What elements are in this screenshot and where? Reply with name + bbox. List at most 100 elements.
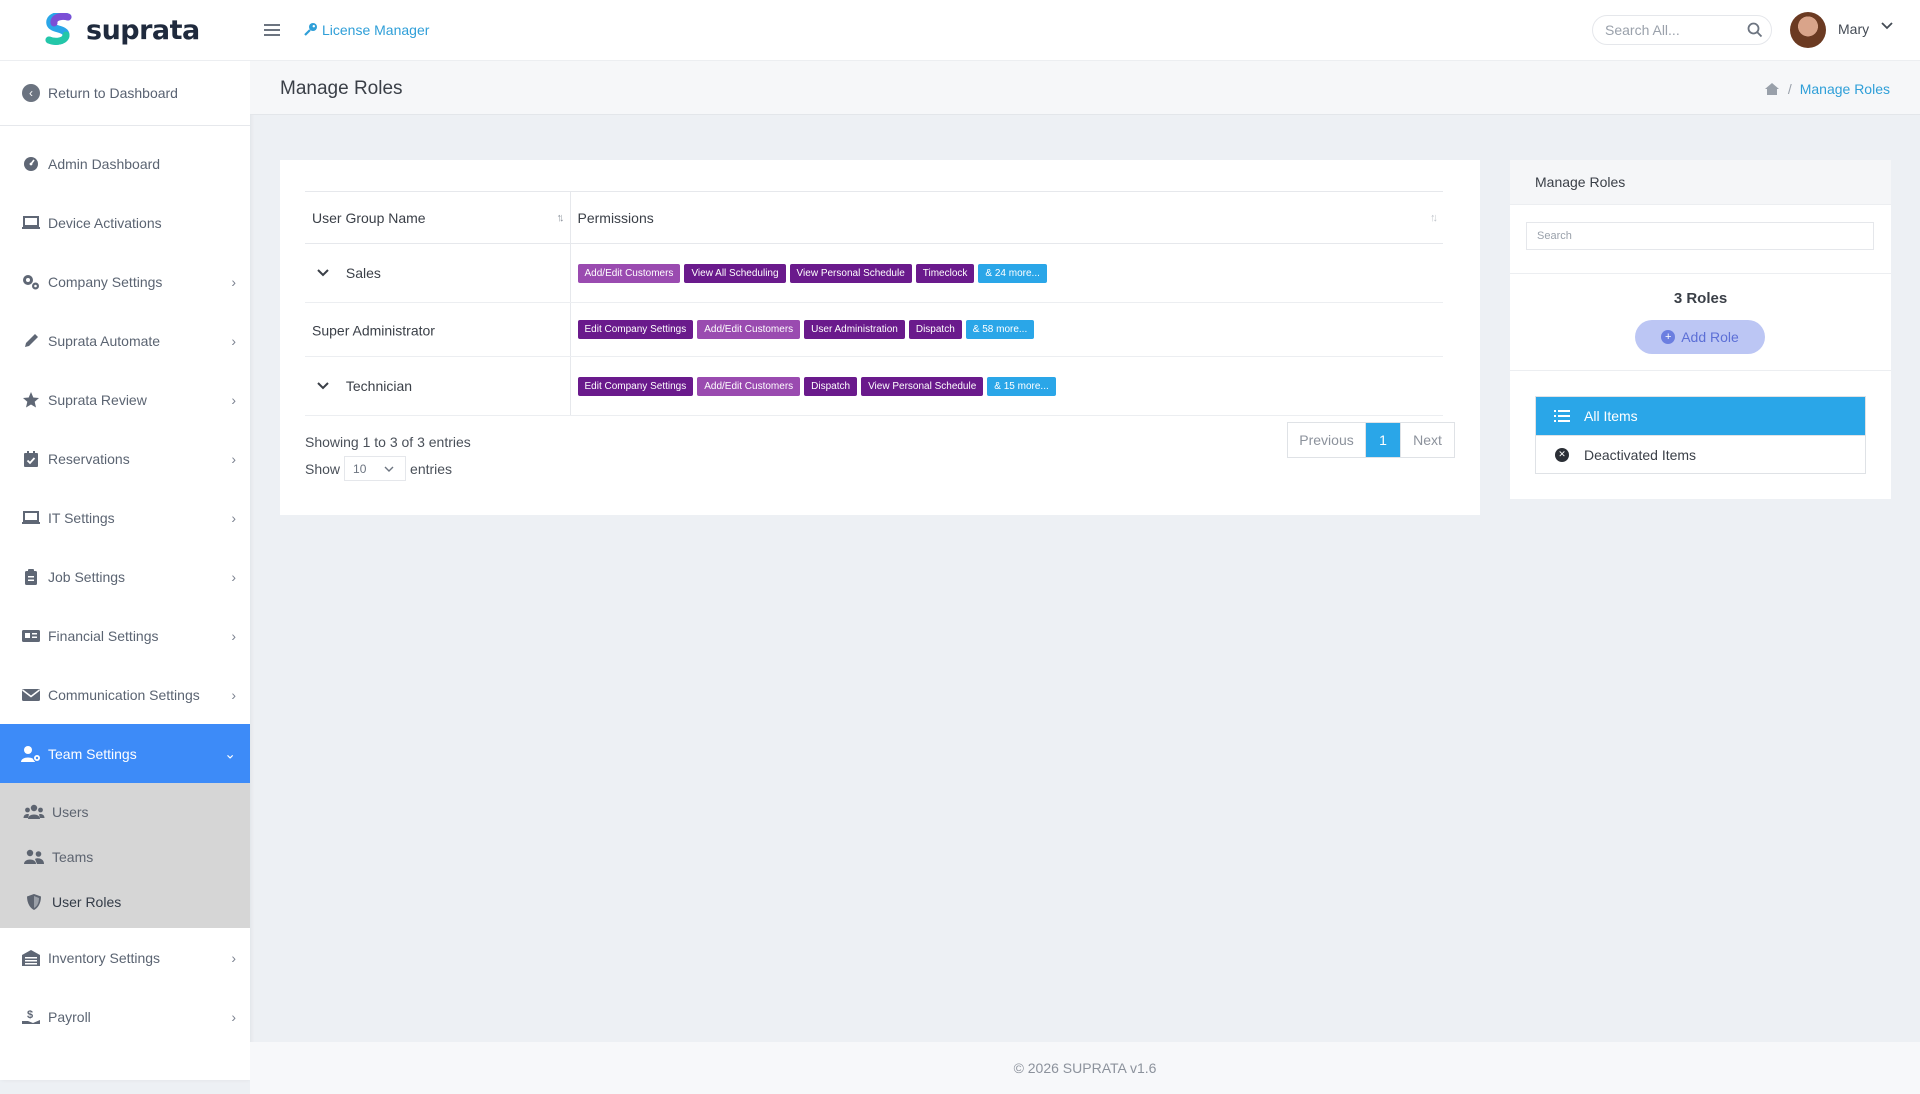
sidebar-subitem-label: User Roles <box>52 894 121 910</box>
permission-tag: Add/Edit Customers <box>697 320 800 339</box>
page-header: Manage Roles / Manage Roles <box>250 61 1920 115</box>
column-header-user-group-name[interactable]: User Group Name ↑↓ <box>305 192 570 244</box>
table-info: Showing 1 to 3 of 3 entries <box>305 434 471 450</box>
sidebar-item-team-settings[interactable]: Team Settings ⌄ <box>0 724 250 783</box>
sidebar-subitem-users[interactable]: Users <box>0 789 250 834</box>
role-name[interactable]: Super Administrator <box>312 322 435 338</box>
filter-label: All Items <box>1584 408 1638 424</box>
chevron-right-icon: › <box>231 333 236 349</box>
sidebar-item-payroll[interactable]: $ Payroll › <box>0 987 250 1046</box>
home-icon[interactable] <box>1764 82 1780 96</box>
pencil-icon <box>20 331 42 351</box>
filter-deactivated-items[interactable]: ✕ Deactivated Items <box>1536 435 1865 473</box>
expand-chevron-icon[interactable] <box>312 375 334 397</box>
sidebar-item-device-activations[interactable]: Device Activations <box>0 193 250 252</box>
filter-all-items[interactable]: All Items <box>1536 397 1865 435</box>
table-row[interactable]: Super Administrator Edit Company Setting… <box>305 303 1443 357</box>
sidebar-subitem-user-roles[interactable]: User Roles <box>0 879 250 924</box>
pagination: Previous 1 Next <box>1287 422 1455 458</box>
license-manager-link[interactable]: License Manager <box>304 22 429 39</box>
sidebar-item-suprata-review[interactable]: Suprata Review › <box>0 370 250 429</box>
chevron-right-icon: › <box>231 569 236 585</box>
sidebar-item-label: Financial Settings <box>48 628 159 644</box>
permission-tag: Add/Edit Customers <box>697 377 800 396</box>
sidebar-item-reservations[interactable]: Reservations › <box>0 429 250 488</box>
return-to-dashboard-link[interactable]: ‹ Return to Dashboard <box>0 61 250 126</box>
laptop-icon <box>20 213 42 233</box>
column-header-permissions[interactable]: Permissions ↑↓ <box>570 192 1443 244</box>
sidebar-item-label: Suprata Automate <box>48 333 160 349</box>
user-name[interactable]: Mary <box>1838 21 1869 37</box>
x-circle-icon: ✕ <box>1554 448 1570 462</box>
add-role-label: Add Role <box>1681 329 1739 345</box>
sidebar-subitem-label: Users <box>52 804 89 820</box>
menu-toggle-icon[interactable] <box>264 24 280 36</box>
permissions-cell: Edit Company Settings Add/Edit Customers… <box>570 357 1443 416</box>
table-row[interactable]: Technician Edit Company Settings Add/Edi… <box>305 357 1443 416</box>
sidebar-item-financial-settings[interactable]: Financial Settings › <box>0 606 250 665</box>
chevron-left-circle-icon: ‹ <box>22 84 40 102</box>
chevron-down-icon <box>383 463 395 475</box>
permission-tag: View Personal Schedule <box>861 377 983 396</box>
global-search-input[interactable]: Search All... <box>1592 15 1772 45</box>
search-icon[interactable] <box>1747 22 1763 38</box>
panel-search-placeholder: Search <box>1537 230 1572 242</box>
role-name[interactable]: Technician <box>346 378 412 394</box>
more-permissions-badge[interactable]: & 24 more... <box>978 264 1046 283</box>
sidebar-item-admin-dashboard[interactable]: Admin Dashboard <box>0 134 250 193</box>
logo[interactable]: suprata <box>0 0 250 61</box>
key-icon <box>304 22 318 39</box>
table-row[interactable]: Sales Add/Edit Customers View All Schedu… <box>305 244 1443 303</box>
roles-table: User Group Name ↑↓ Permissions ↑↓ Sales <box>305 191 1443 416</box>
plus-circle-icon: + <box>1661 330 1675 344</box>
sidebar-item-inventory-settings[interactable]: Inventory Settings › <box>0 928 250 987</box>
chevron-down-icon[interactable] <box>1880 18 1894 32</box>
sidebar-item-label: Reservations <box>48 451 130 467</box>
users-icon <box>22 804 46 820</box>
list-icon <box>1554 410 1570 422</box>
sidebar-item-label: Company Settings <box>48 274 162 290</box>
id-card-icon <box>20 626 42 646</box>
calendar-check-icon <box>20 449 42 469</box>
role-name[interactable]: Sales <box>346 265 381 281</box>
sidebar-item-suprata-automate[interactable]: Suprata Automate › <box>0 311 250 370</box>
page-title: Manage Roles <box>280 78 403 100</box>
entries-label: entries <box>410 461 452 477</box>
sidebar-subitem-teams[interactable]: Teams <box>0 834 250 879</box>
sidebar: suprata ‹ Return to Dashboard Admin Dash… <box>0 0 250 1080</box>
sort-icon[interactable]: ↑↓ <box>1430 212 1435 224</box>
expand-chevron-icon[interactable] <box>312 262 334 284</box>
star-icon <box>20 390 42 410</box>
pagination-previous-button[interactable]: Previous <box>1288 423 1366 457</box>
chevron-right-icon: › <box>231 392 236 408</box>
show-label: Show <box>305 461 340 477</box>
permissions-cell: Add/Edit Customers View All Scheduling V… <box>570 244 1443 303</box>
sidebar-item-it-settings[interactable]: IT Settings › <box>0 488 250 547</box>
permission-tag: Edit Company Settings <box>578 320 694 339</box>
sidebar-item-company-settings[interactable]: Company Settings › <box>0 252 250 311</box>
more-permissions-badge[interactable]: & 15 more... <box>987 377 1055 396</box>
breadcrumb-current: Manage Roles <box>1800 81 1890 97</box>
filter-list: All Items ✕ Deactivated Items <box>1535 396 1866 474</box>
chevron-right-icon: › <box>231 1009 236 1025</box>
avatar[interactable] <box>1790 12 1826 48</box>
divider <box>1510 370 1891 371</box>
suprata-logo-icon <box>44 13 74 47</box>
role-name-cell: Super Administrator <box>305 303 570 357</box>
sidebar-item-label: IT Settings <box>48 510 115 526</box>
hand-dollar-icon: $ <box>20 1007 42 1027</box>
pagination-next-button[interactable]: Next <box>1400 423 1454 457</box>
divider <box>1510 273 1891 274</box>
pagination-page-button[interactable]: 1 <box>1366 423 1400 457</box>
column-label: User Group Name <box>312 210 426 226</box>
shield-icon <box>22 893 46 911</box>
panel-search-input[interactable]: Search <box>1526 222 1874 250</box>
sidebar-item-communication-settings[interactable]: Communication Settings › <box>0 665 250 724</box>
user-gear-icon <box>20 744 42 764</box>
sort-icon[interactable]: ↑↓ <box>557 212 562 224</box>
sidebar-item-label: Job Settings <box>48 569 125 585</box>
add-role-button[interactable]: + Add Role <box>1635 320 1765 354</box>
page-length-select[interactable]: 10 <box>344 456 406 481</box>
more-permissions-badge[interactable]: & 58 more... <box>966 320 1034 339</box>
sidebar-item-job-settings[interactable]: Job Settings › <box>0 547 250 606</box>
